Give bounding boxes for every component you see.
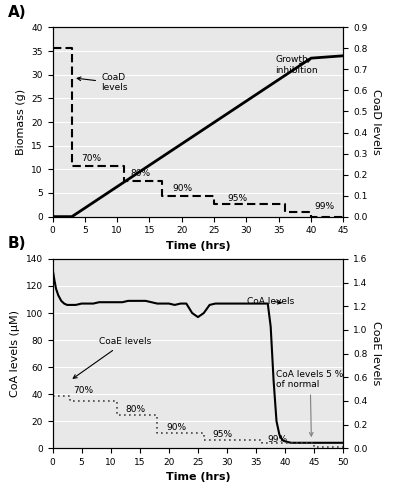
Y-axis label: CoA levels (μM): CoA levels (μM) xyxy=(10,310,20,397)
Text: 70%: 70% xyxy=(82,154,102,163)
Text: CoA levels 5 %
of normal: CoA levels 5 % of normal xyxy=(276,370,344,436)
Text: 80%: 80% xyxy=(130,169,150,178)
Y-axis label: CoaE levels: CoaE levels xyxy=(371,321,381,386)
Text: 90%: 90% xyxy=(166,423,186,432)
Text: CoaE levels: CoaE levels xyxy=(73,337,152,378)
Text: CoaD
levels: CoaD levels xyxy=(77,73,128,93)
Y-axis label: CoaD levels: CoaD levels xyxy=(371,89,381,155)
Text: 95%: 95% xyxy=(213,430,233,439)
Text: 90%: 90% xyxy=(172,184,192,193)
Text: CoA levels: CoA levels xyxy=(247,297,295,306)
X-axis label: Time (hrs): Time (hrs) xyxy=(166,473,230,483)
Legend: Biomass (g), CoaD levels: Biomass (g), CoaD levels xyxy=(105,258,291,276)
X-axis label: Time (hrs): Time (hrs) xyxy=(166,241,230,251)
Text: B): B) xyxy=(7,237,26,251)
Legend: CoA levels (μM), CoaE levels: CoA levels (μM), CoaE levels xyxy=(97,494,299,498)
Text: 99%: 99% xyxy=(314,202,335,211)
Text: Growth
inhibition: Growth inhibition xyxy=(276,55,318,75)
Text: A): A) xyxy=(7,5,26,20)
Text: 70%: 70% xyxy=(73,385,93,394)
Text: 80%: 80% xyxy=(125,404,145,413)
Text: 95%: 95% xyxy=(227,194,247,203)
Y-axis label: Biomass (g): Biomass (g) xyxy=(16,89,26,155)
Text: 99%: 99% xyxy=(268,435,288,444)
